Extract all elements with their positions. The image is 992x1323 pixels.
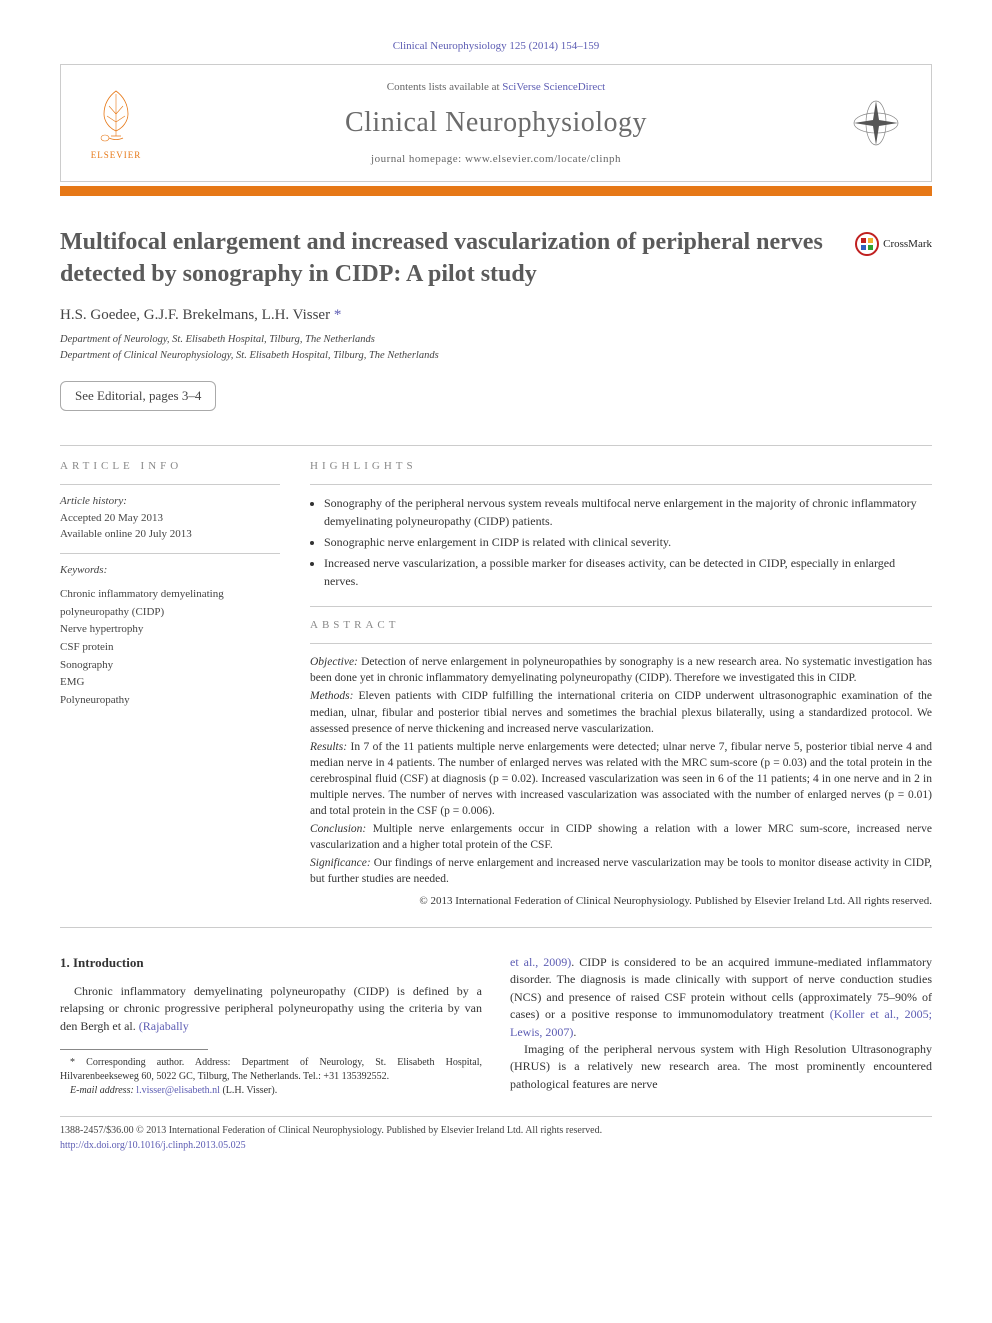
info-highlights-row: ARTICLE INFO Article history: Accepted 2… (60, 460, 932, 909)
email-label: E-mail address: (70, 1085, 134, 1096)
results-label: Results: (310, 741, 347, 753)
crossmark-icon (855, 232, 879, 256)
sciencedirect-link[interactable]: SciVerse ScienceDirect (502, 81, 605, 93)
page-footer: 1388-2457/$36.00 © 2013 International Fe… (60, 1123, 932, 1153)
homepage-url[interactable]: www.elsevier.com/locate/clinph (465, 153, 621, 165)
keyword: EMG (60, 674, 280, 692)
objective-label: Objective: (310, 656, 358, 668)
keywords-list: Chronic inflammatory demyelinating polyn… (60, 586, 280, 709)
abstract-body: Objective: Detection of nerve enlargemen… (310, 654, 932, 909)
para-text: . (573, 1025, 576, 1039)
corr-label: * Corresponding author. (70, 1057, 184, 1068)
conclusion-label: Conclusion: (310, 823, 366, 835)
compass-icon (849, 96, 904, 151)
highlight-item: Sonography of the peripheral nervous sys… (324, 495, 932, 530)
body-section: 1. Introduction Chronic inflammatory dem… (60, 954, 932, 1098)
crossmark-badge[interactable]: CrossMark (855, 232, 932, 256)
significance-text: Our findings of nerve enlargement and in… (310, 857, 932, 885)
affiliation-2: Department of Clinical Neurophysiology, … (60, 348, 932, 364)
email-who: (L.H. Visser). (220, 1085, 277, 1096)
editorial-note-box[interactable]: See Editorial, pages 3–4 (60, 381, 216, 411)
intro-para-2: et al., 2009). CIDP is considered to be … (510, 954, 932, 1041)
affiliations: Department of Neurology, St. Elisabeth H… (60, 332, 932, 364)
methods-label: Methods: (310, 690, 353, 702)
crossmark-label: CrossMark (883, 238, 932, 250)
highlight-item: Sonographic nerve enlargement in CIDP is… (324, 534, 932, 551)
keywords-block: Keywords: Chronic inflammatory demyelina… (60, 562, 280, 710)
contents-available-line: Contents lists available at SciVerse Sci… (151, 81, 841, 93)
abstract-copyright: © 2013 International Federation of Clini… (310, 894, 932, 909)
conclusion-text: Multiple nerve enlargements occur in CID… (310, 823, 932, 851)
highlights-divider (310, 484, 932, 485)
introduction-heading: 1. Introduction (60, 954, 482, 973)
article-info-heading: ARTICLE INFO (60, 460, 280, 472)
intro-para-1: Chronic inflammatory demyelinating polyn… (60, 983, 482, 1035)
journal-header: ELSEVIER Contents lists available at Sci… (60, 64, 932, 182)
top-citation: Clinical Neurophysiology 125 (2014) 154–… (60, 40, 932, 52)
objective-text: Detection of nerve enlargement in polyne… (310, 656, 932, 684)
article-page: Clinical Neurophysiology 125 (2014) 154–… (0, 0, 992, 1183)
history-label: Article history: (60, 493, 280, 510)
section-divider (60, 445, 932, 446)
body-left-column: 1. Introduction Chronic inflammatory dem… (60, 954, 482, 1098)
highlights-heading: HIGHLIGHTS (310, 460, 932, 472)
journal-name: Clinical Neurophysiology (151, 107, 841, 139)
highlights-abstract-column: HIGHLIGHTS Sonography of the peripheral … (310, 460, 932, 909)
keyword: Nerve hypertrophy (60, 621, 280, 639)
keywords-label: Keywords: (60, 562, 280, 579)
footer-divider (60, 1116, 932, 1117)
title-row: Multifocal enlargement and increased vas… (60, 226, 932, 291)
orange-divider-bar (60, 186, 932, 196)
abstract-top-divider (310, 606, 932, 607)
doi-link[interactable]: http://dx.doi.org/10.1016/j.clinph.2013.… (60, 1140, 246, 1151)
significance-label: Significance: (310, 857, 371, 869)
accepted-date: Accepted 20 May 2013 (60, 510, 280, 527)
article-title: Multifocal enlargement and increased vas… (60, 226, 835, 291)
publisher-name: ELSEVIER (91, 150, 142, 160)
abstract-divider (310, 643, 932, 644)
issn-copyright: 1388-2457/$36.00 © 2013 International Fe… (60, 1123, 932, 1138)
methods-text: Eleven patients with CIDP fulfilling the… (310, 690, 932, 734)
citation-link[interactable]: et al., 2009) (510, 955, 571, 969)
info-divider (60, 484, 280, 485)
journal-homepage-line: journal homepage: www.elsevier.com/locat… (151, 153, 841, 165)
elsevier-tree-icon (89, 86, 144, 146)
homepage-prefix: journal homepage: (371, 153, 465, 165)
email-footnote: E-mail address: l.visser@elisabeth.nl (L… (60, 1084, 482, 1098)
highlight-item: Increased nerve vascularization, a possi… (324, 555, 932, 590)
publisher-logo[interactable]: ELSEVIER (81, 86, 151, 160)
header-center: Contents lists available at SciVerse Sci… (151, 81, 841, 165)
info-divider-2 (60, 553, 280, 554)
article-info-column: ARTICLE INFO Article history: Accepted 2… (60, 460, 280, 909)
para-text: Chronic inflammatory demyelinating polyn… (60, 984, 482, 1033)
authors-names: H.S. Goedee, G.J.F. Brekelmans, L.H. Vis… (60, 307, 330, 323)
online-date: Available online 20 July 2013 (60, 526, 280, 543)
intro-para-3: Imaging of the peripheral nervous system… (510, 1041, 932, 1093)
authors-line: H.S. Goedee, G.J.F. Brekelmans, L.H. Vis… (60, 307, 932, 324)
corresponding-author-link[interactable]: * (334, 307, 342, 323)
results-text: In 7 of the 11 patients multiple nerve e… (310, 741, 932, 817)
keyword: Polyneuropathy (60, 692, 280, 710)
body-right-column: et al., 2009). CIDP is considered to be … (510, 954, 932, 1098)
email-link[interactable]: l.visser@elisabeth.nl (134, 1085, 220, 1096)
footnote-divider (60, 1049, 208, 1050)
keyword: Chronic inflammatory demyelinating polyn… (60, 586, 280, 621)
highlights-list: Sonography of the peripheral nervous sys… (310, 495, 932, 590)
corresponding-author-footnote: * Corresponding author. Address: Departm… (60, 1056, 482, 1084)
body-divider (60, 927, 932, 928)
contents-prefix: Contents lists available at (387, 81, 502, 93)
keyword: Sonography (60, 657, 280, 675)
keyword: CSF protein (60, 639, 280, 657)
affiliation-1: Department of Neurology, St. Elisabeth H… (60, 332, 932, 348)
article-history: Article history: Accepted 20 May 2013 Av… (60, 493, 280, 543)
citation-link[interactable]: (Rajabally (139, 1019, 189, 1033)
abstract-heading: ABSTRACT (310, 619, 932, 631)
society-logo (841, 96, 911, 151)
